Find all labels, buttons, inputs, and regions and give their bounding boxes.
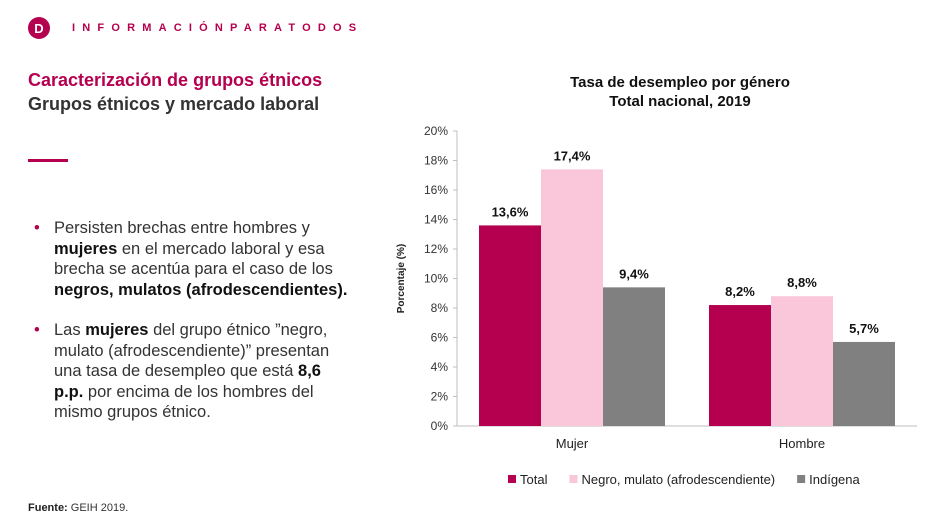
legend-swatch-0 <box>508 475 516 483</box>
title-divider <box>28 159 68 162</box>
bullet-bold-text: 8,6 p.p. <box>54 362 321 401</box>
bar-data-label: 8,2% <box>725 284 755 299</box>
source-text: GEIH 2019. <box>67 502 129 514</box>
source-note: Fuente: GEIH 2019. <box>28 502 128 514</box>
bar-data-label: 5,7% <box>849 321 879 336</box>
x-category-label: Mujer <box>556 436 589 451</box>
bullet-text: por encima de los hombres del mismo grup… <box>54 382 314 422</box>
bullet-text: en el mercado laboral y esa brecha se ac… <box>54 239 333 279</box>
unemployment-chart: Tasa de desempleo por género Total nacion… <box>396 74 917 487</box>
bullet-item: • Las mujeres del grupo étnico ”negro, mu… <box>34 320 354 423</box>
logo-letter: D <box>34 20 44 36</box>
bar-hombre-1 <box>771 296 833 426</box>
bullet-list: • Persisten brechas entre hombres y mujer… <box>34 218 354 443</box>
bar-mujer-2 <box>603 287 665 426</box>
bullet-bold-text: mujeres <box>85 321 149 339</box>
y-tick-label: 20% <box>424 124 448 138</box>
y-axis-label: Porcentaje (%) <box>396 244 407 313</box>
brand-tagline: INFORMACIÓNPARATODOS <box>72 22 364 34</box>
y-tick-label: 14% <box>424 213 448 227</box>
bar-data-label: 17,4% <box>554 148 591 163</box>
legend-swatch-1 <box>569 475 578 483</box>
bullet-bold-text: mujeres <box>54 239 118 258</box>
slide-subtitle: Grupos étnicos y mercado laboral <box>28 94 320 114</box>
y-tick-label: 2% <box>431 390 449 404</box>
bar-mujer-0 <box>479 225 541 426</box>
legend-swatch-2 <box>797 475 806 483</box>
bar-data-label: 13,6% <box>492 204 529 219</box>
slide-title: Caracterización de grupos étnicos <box>28 70 323 90</box>
y-tick-label: 12% <box>424 242 448 256</box>
y-tick-label: 16% <box>424 183 448 197</box>
bullet-text: Persisten brechas entre hombres y <box>54 219 310 237</box>
bullet-text: del grupo étnico ”negro, mulato (afrodes… <box>54 321 330 380</box>
source-label: Fuente: <box>28 502 68 514</box>
x-category-label: Hombre <box>779 436 825 451</box>
legend-label: Negro, mulato (afrodescendiente) <box>581 472 775 487</box>
y-tick-label: 8% <box>431 301 449 315</box>
brand-header: D INFORMACIÓNPARATODOS <box>28 17 363 39</box>
bullet-dot-icon: • <box>34 321 40 339</box>
bar-data-label: 9,4% <box>619 266 649 281</box>
bar-hombre-2 <box>833 341 895 426</box>
dane-logo-icon: D <box>28 17 50 39</box>
legend-label: Indígena <box>809 472 860 487</box>
bullet-text: Las <box>54 321 86 339</box>
y-tick-label: 10% <box>424 272 448 286</box>
y-tick-label: 0% <box>431 419 449 433</box>
bar-mujer-1 <box>541 169 603 426</box>
bar-data-label: 8,8% <box>787 275 817 290</box>
bullet-item: • Persisten brechas entre hombres y mujer… <box>34 218 354 300</box>
y-tick-label: 18% <box>424 154 448 168</box>
y-tick-label: 4% <box>431 360 449 374</box>
chart-subtitle: Total nacional, 2019 <box>609 93 750 110</box>
y-tick-label: 6% <box>431 331 449 345</box>
chart-title: Tasa de desempleo por género <box>570 74 790 91</box>
bullet-bold-text: negros, mulatos (afrodescendientes). <box>54 280 348 299</box>
legend-label: Total <box>520 472 548 487</box>
bullet-dot-icon: • <box>34 219 40 237</box>
bar-hombre-0 <box>709 305 771 426</box>
